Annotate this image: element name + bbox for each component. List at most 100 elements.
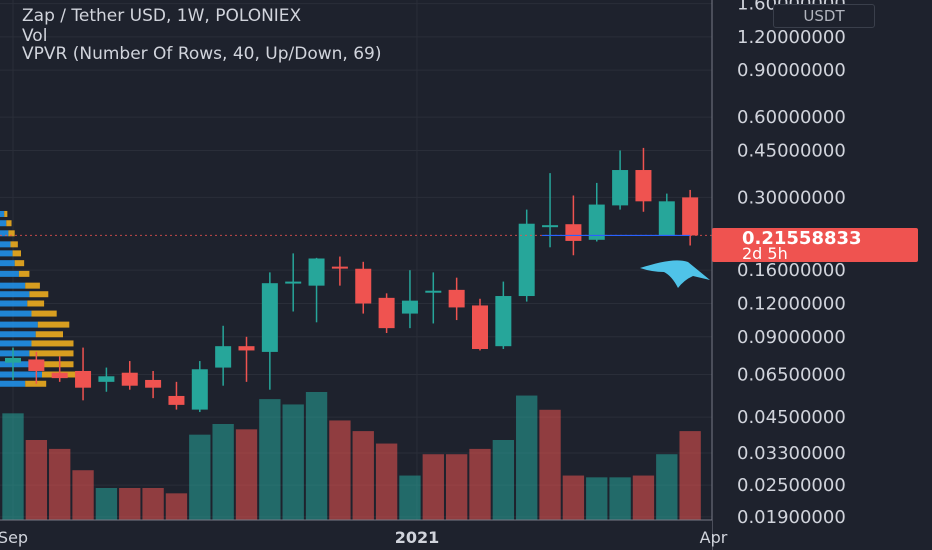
volume-profile-up-bar <box>0 210 5 217</box>
vpvr-indicator-label[interactable]: VPVR (Number Of Rows, 40, Up/Down, 69) <box>22 44 382 64</box>
volume-bar <box>165 493 188 520</box>
price-tick-label: 0.02500000 <box>737 475 846 496</box>
price-tick-label: 0.01900000 <box>737 507 846 528</box>
volume-bar <box>469 448 491 520</box>
volume-profile-up-bar <box>0 250 13 257</box>
candle-body <box>518 223 535 297</box>
candle-body <box>98 376 115 382</box>
volume-bar <box>609 477 631 520</box>
volume-bar <box>49 448 71 520</box>
volume-bar <box>539 409 561 520</box>
volume-indicator-label[interactable]: Vol <box>22 26 48 46</box>
price-tick-label: 0.12000000 <box>737 293 846 314</box>
price-tick-label: 0.45000000 <box>737 140 846 161</box>
time-tick-label: 2021 <box>395 528 440 547</box>
volume-bar <box>516 395 538 520</box>
volume-bar <box>142 488 164 520</box>
volume-bar <box>586 477 608 520</box>
volume-profile-up-bar <box>0 300 28 307</box>
volume-profile-up-bar <box>0 361 36 368</box>
volume-bar <box>189 434 211 520</box>
volume-bar <box>329 420 351 520</box>
volume-profile-down-bar <box>12 250 21 257</box>
candle-body <box>588 204 605 240</box>
candle-body <box>51 372 68 379</box>
price-tick-label: 0.16000000 <box>737 260 846 281</box>
time-tick-label: Sep <box>0 528 28 547</box>
price-tick-label: 0.90000000 <box>737 60 846 81</box>
candle-body <box>565 224 582 241</box>
volume-bar <box>352 431 374 520</box>
volume-bar <box>259 399 281 520</box>
candle-body <box>378 297 395 329</box>
time-axis-background <box>0 520 712 550</box>
time-axis[interactable]: Sep 2021 Apr <box>0 519 728 550</box>
volume-profile-down-bar <box>35 331 63 338</box>
volume-profile-up-bar <box>0 282 26 289</box>
volume-profile-down-bar <box>4 210 8 217</box>
volume-profile-up-bar <box>0 321 38 328</box>
volume-profile-up-bar <box>0 371 42 378</box>
candle-body <box>635 170 652 202</box>
volume-bar <box>399 475 421 520</box>
price-tick-label: 0.30000000 <box>737 187 846 208</box>
volume-bars <box>2 392 701 520</box>
candle-body <box>425 290 442 293</box>
volume-bar <box>235 429 258 520</box>
volume-profile-up-bar <box>0 291 30 298</box>
volume-profile-up-bar <box>0 310 32 317</box>
price-tick-label: 0.06500000 <box>737 364 846 385</box>
arrow-shape <box>640 260 710 288</box>
volume-profile-down-bar <box>29 291 49 298</box>
price-tick-label: 0.09000000 <box>737 327 846 348</box>
volume-profile-up-bar <box>0 230 9 237</box>
candle-body <box>682 197 699 236</box>
price-tick-label: 1.20000000 <box>737 27 846 48</box>
volume-bar <box>25 440 48 520</box>
candle-body <box>75 370 92 388</box>
volume-bar <box>632 475 655 520</box>
volume-bar <box>95 488 118 520</box>
candle-body <box>495 296 512 347</box>
last-price-tag: 0.21558833 2d 5h <box>712 228 918 263</box>
candle-body <box>215 346 232 368</box>
last-price-value: 0.21558833 <box>742 228 862 249</box>
volume-profile-up-bar <box>0 241 11 248</box>
price-tick-label: 0.60000000 <box>737 107 846 128</box>
volume-profile-down-bar <box>35 361 74 368</box>
arrow-icon <box>640 260 710 288</box>
volume-bar <box>72 470 94 520</box>
volume-profile-down-bar <box>31 310 57 317</box>
candle-body <box>401 300 418 314</box>
volume-bar <box>212 424 234 520</box>
candle-body <box>542 225 559 228</box>
volume-bar <box>679 431 701 520</box>
candle-body <box>261 283 278 352</box>
candle-body <box>658 201 675 236</box>
chart-title: Zap / Tether USD, 1W, POLONIEX <box>22 6 302 26</box>
price-axis[interactable]: 1.600000001.200000000.900000000.60000000… <box>711 0 932 550</box>
volume-profile-down-bar <box>6 220 12 227</box>
volume-bar <box>492 440 515 520</box>
volume-profile-down-bar <box>37 321 70 328</box>
volume-bar <box>305 392 328 520</box>
candle-body <box>308 258 325 286</box>
bar-countdown: 2d 5h <box>742 244 788 263</box>
volume-profile-down-bar <box>8 230 15 237</box>
candle-body <box>472 305 488 350</box>
candle-body <box>28 359 45 371</box>
volume-profile-up-bar <box>0 340 32 347</box>
volume-profile-down-bar <box>25 282 40 289</box>
volume-profile-up-bar <box>0 380 26 387</box>
volume-bar <box>422 454 444 520</box>
time-tick-label: Apr <box>700 528 728 547</box>
candle-body <box>238 346 255 351</box>
currency-badge[interactable]: USDT <box>773 4 875 28</box>
candle-body <box>191 369 208 410</box>
volume-bar <box>656 454 678 520</box>
volume-profile-up-bar <box>0 220 7 227</box>
candle-body <box>5 357 21 363</box>
price-tick-label: 0.03300000 <box>737 443 846 464</box>
